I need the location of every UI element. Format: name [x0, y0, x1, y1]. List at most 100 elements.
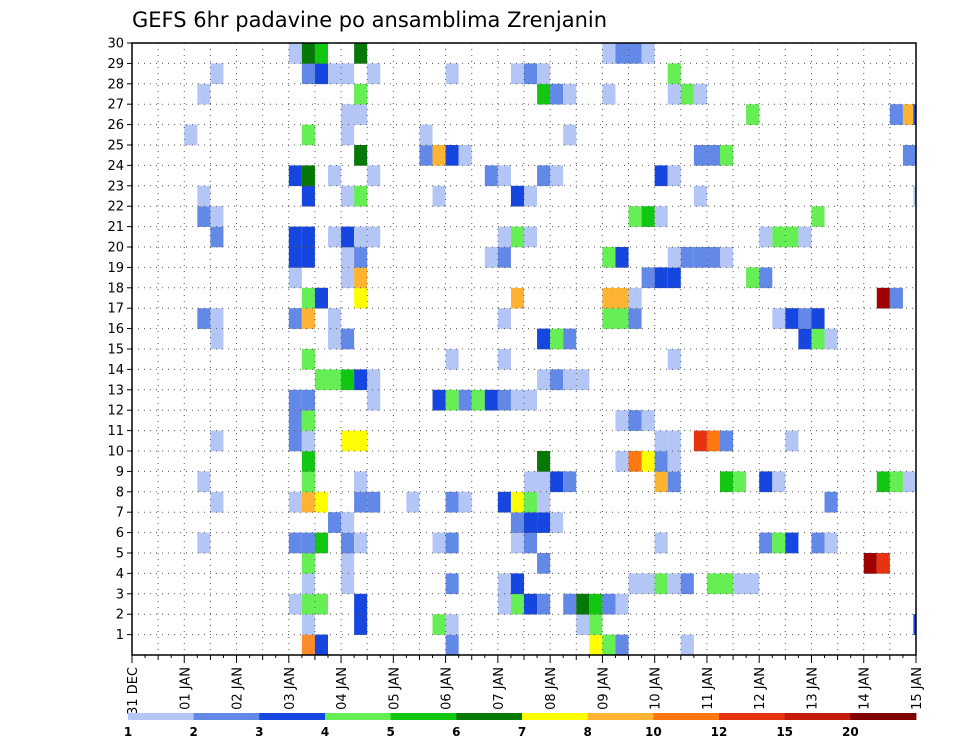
heatmap-cell: [314, 593, 328, 615]
heatmap-cell: [301, 634, 315, 656]
heatmap-cell: [288, 491, 302, 513]
heatmap-cell: [550, 471, 564, 493]
y-tick-label: 10: [107, 445, 124, 460]
heatmap-cell: [445, 532, 459, 554]
heatmap-cell: [197, 308, 211, 329]
heatmap-cell: [706, 573, 720, 595]
heatmap-cell: [301, 614, 315, 635]
heatmap-cell: [510, 573, 524, 595]
heatmap-cell: [811, 532, 825, 554]
x-tick-label: 02 JAN: [231, 667, 246, 710]
heatmap-cell: [184, 124, 198, 146]
heatmap-cell: [913, 185, 916, 207]
heatmap-cell: [458, 145, 472, 166]
heatmap-cell: [445, 573, 459, 595]
y-tick-label: 3: [116, 587, 124, 602]
heatmap-cell: [301, 349, 315, 370]
y-tick-label: 5: [116, 547, 124, 562]
heatmap-cell: [706, 145, 720, 166]
heatmap-cell: [497, 165, 511, 187]
heatmap-cell: [314, 43, 328, 64]
heatmap-cell: [680, 573, 694, 595]
heatmap-cell: [550, 83, 564, 105]
heatmap-cell: [628, 308, 642, 329]
heatmap-cell: [667, 267, 681, 289]
heatmap-cell: [706, 247, 720, 268]
heatmap-cell: [341, 104, 355, 125]
heatmap-cell: [510, 63, 524, 85]
heatmap-cell: [641, 206, 655, 227]
heatmap-cell: [210, 308, 224, 329]
colorbar-label: 2: [189, 725, 197, 739]
colorbar-segment: [784, 713, 851, 720]
heatmap-cell: [354, 430, 368, 452]
heatmap-cell: [354, 287, 368, 309]
heatmap-cell: [667, 451, 681, 472]
heatmap-cell: [524, 593, 538, 615]
colorbar-label: 6: [452, 725, 460, 739]
heatmap-cell: [720, 471, 734, 493]
heatmap-cell: [537, 512, 551, 533]
colorbar-segment: [128, 713, 195, 720]
heatmap-cell: [510, 491, 524, 513]
heatmap-cell: [876, 553, 890, 574]
y-tick-label: 13: [107, 383, 124, 398]
heatmap-cell: [902, 145, 916, 166]
heatmap-cell: [772, 471, 786, 493]
heatmap-cell: [602, 83, 616, 105]
heatmap-cell: [772, 308, 786, 329]
heatmap-cell: [602, 308, 616, 329]
heatmap-cell: [785, 226, 799, 248]
heatmap-cell: [706, 430, 720, 452]
heatmap-cell: [785, 308, 799, 329]
y-tick-label: 17: [107, 302, 124, 317]
y-axis: 1234567891011121314151617181920212223242…: [107, 37, 132, 643]
colorbar-segment: [325, 713, 392, 720]
heatmap-cell: [746, 573, 760, 595]
heatmap-cell: [615, 410, 629, 431]
heatmap-cell: [354, 83, 368, 105]
x-tick-label: 06 JAN: [440, 667, 455, 710]
heatmap-cell: [341, 430, 355, 452]
heatmap-cell: [288, 267, 302, 289]
colorbar-label: 10: [645, 725, 662, 739]
y-tick-label: 11: [107, 424, 124, 439]
y-tick-label: 19: [107, 261, 124, 276]
heatmap-cell: [550, 165, 564, 187]
heatmap-cell: [497, 593, 511, 615]
heatmap-cell: [550, 328, 564, 350]
heatmap-cell: [824, 328, 838, 350]
heatmap-cell: [902, 471, 916, 493]
x-tick-label: 31 DEC: [126, 667, 141, 715]
heatmap-cell: [471, 389, 485, 411]
x-tick-label: 03 JAN: [283, 667, 298, 710]
heatmap-cell: [641, 43, 655, 64]
heatmap-cell: [510, 185, 524, 207]
heatmap-cell: [341, 267, 355, 289]
heatmap-cell: [563, 124, 577, 146]
heatmap-cell: [641, 410, 655, 431]
heatmap-cell: [210, 63, 224, 85]
heatmap-cell: [354, 267, 368, 289]
heatmap-cell: [667, 573, 681, 595]
heatmap-cell: [314, 287, 328, 309]
heatmap-cell: [537, 369, 551, 391]
heatmap-cell: [367, 165, 381, 187]
heatmap-cell: [680, 247, 694, 268]
heatmap-cell: [563, 369, 577, 391]
x-axis: 31 DEC 01 JAN 02 JAN 03 JAN 04 JAN 05 JAN 06 J…: [126, 655, 925, 715]
heatmap-cell: [615, 43, 629, 64]
y-tick-label: 6: [116, 526, 124, 541]
heatmap-cell: [419, 124, 433, 146]
heatmap-cell: [902, 104, 916, 125]
heatmap-cell: [445, 349, 459, 370]
colorbar-segment: [390, 713, 457, 720]
heatmap-cell: [354, 491, 368, 513]
heatmap-cell: [785, 430, 799, 452]
heatmap-cell: [811, 328, 825, 350]
heatmap-cell: [524, 389, 538, 411]
heatmap-cell: [484, 389, 498, 411]
heatmap-cell: [301, 226, 315, 248]
heatmap-cell: [798, 308, 812, 329]
x-tick-label: 09 JAN: [596, 667, 611, 710]
